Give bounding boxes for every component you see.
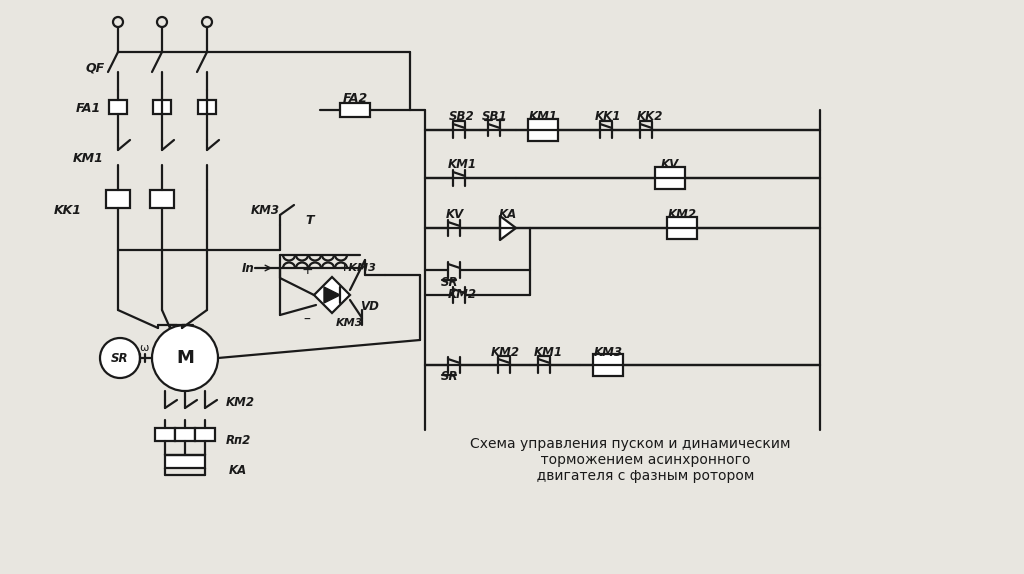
Text: KM2: KM2 — [447, 289, 476, 301]
Polygon shape — [324, 287, 340, 303]
Text: KM3: KM3 — [594, 346, 623, 359]
Text: KM2: KM2 — [668, 208, 696, 222]
Bar — [528, 119, 558, 141]
Text: Rп2: Rп2 — [225, 433, 251, 447]
Text: SB2: SB2 — [450, 111, 475, 123]
Bar — [106, 190, 130, 208]
Text: KM2: KM2 — [225, 397, 255, 409]
Bar — [655, 167, 685, 189]
Text: KM1: KM1 — [534, 346, 562, 359]
Bar — [195, 428, 215, 441]
Bar — [667, 217, 697, 239]
Circle shape — [157, 17, 167, 27]
Text: KM2: KM2 — [490, 346, 519, 359]
Text: KM1: KM1 — [73, 152, 103, 165]
Text: +KM3: +KM3 — [340, 263, 377, 273]
Circle shape — [100, 338, 140, 378]
Polygon shape — [314, 277, 350, 313]
Text: KM3: KM3 — [336, 318, 364, 328]
Bar — [153, 100, 171, 114]
Text: KA: KA — [229, 463, 247, 476]
Text: KV: KV — [445, 208, 464, 222]
Text: SB1: SB1 — [482, 111, 508, 123]
Text: FA2: FA2 — [342, 91, 368, 104]
Text: SR: SR — [441, 276, 459, 289]
Text: KK1: KK1 — [54, 204, 82, 216]
Bar — [198, 100, 216, 114]
Bar — [165, 455, 205, 468]
Text: M: M — [176, 349, 194, 367]
Text: ω: ω — [139, 343, 148, 353]
Text: KM1: KM1 — [528, 111, 557, 123]
Text: KK2: KK2 — [637, 111, 664, 123]
Circle shape — [152, 325, 218, 391]
Text: VD: VD — [360, 301, 380, 313]
Text: KM1: KM1 — [447, 158, 476, 172]
Text: KK1: KK1 — [595, 111, 622, 123]
Text: Схема управления пуском и динамическим
       торможением асинхронного
       дв: Схема управления пуском и динамическим т… — [470, 437, 791, 483]
Circle shape — [202, 17, 212, 27]
Text: In: In — [242, 262, 254, 274]
Bar — [340, 103, 370, 117]
Text: KV: KV — [660, 158, 679, 172]
Polygon shape — [500, 216, 516, 240]
Text: +: + — [301, 263, 312, 277]
Text: –: – — [303, 313, 310, 327]
Text: QF: QF — [85, 61, 104, 75]
Bar — [593, 354, 623, 376]
Text: T: T — [306, 214, 314, 227]
Text: KM3: KM3 — [251, 204, 280, 216]
Bar — [150, 190, 174, 208]
Text: KA: KA — [499, 208, 517, 222]
Bar — [109, 100, 127, 114]
Text: SR: SR — [441, 370, 459, 383]
Bar — [155, 428, 175, 441]
Bar — [175, 428, 195, 441]
Text: SR: SR — [112, 351, 129, 364]
Circle shape — [113, 17, 123, 27]
Text: FA1: FA1 — [76, 102, 100, 114]
